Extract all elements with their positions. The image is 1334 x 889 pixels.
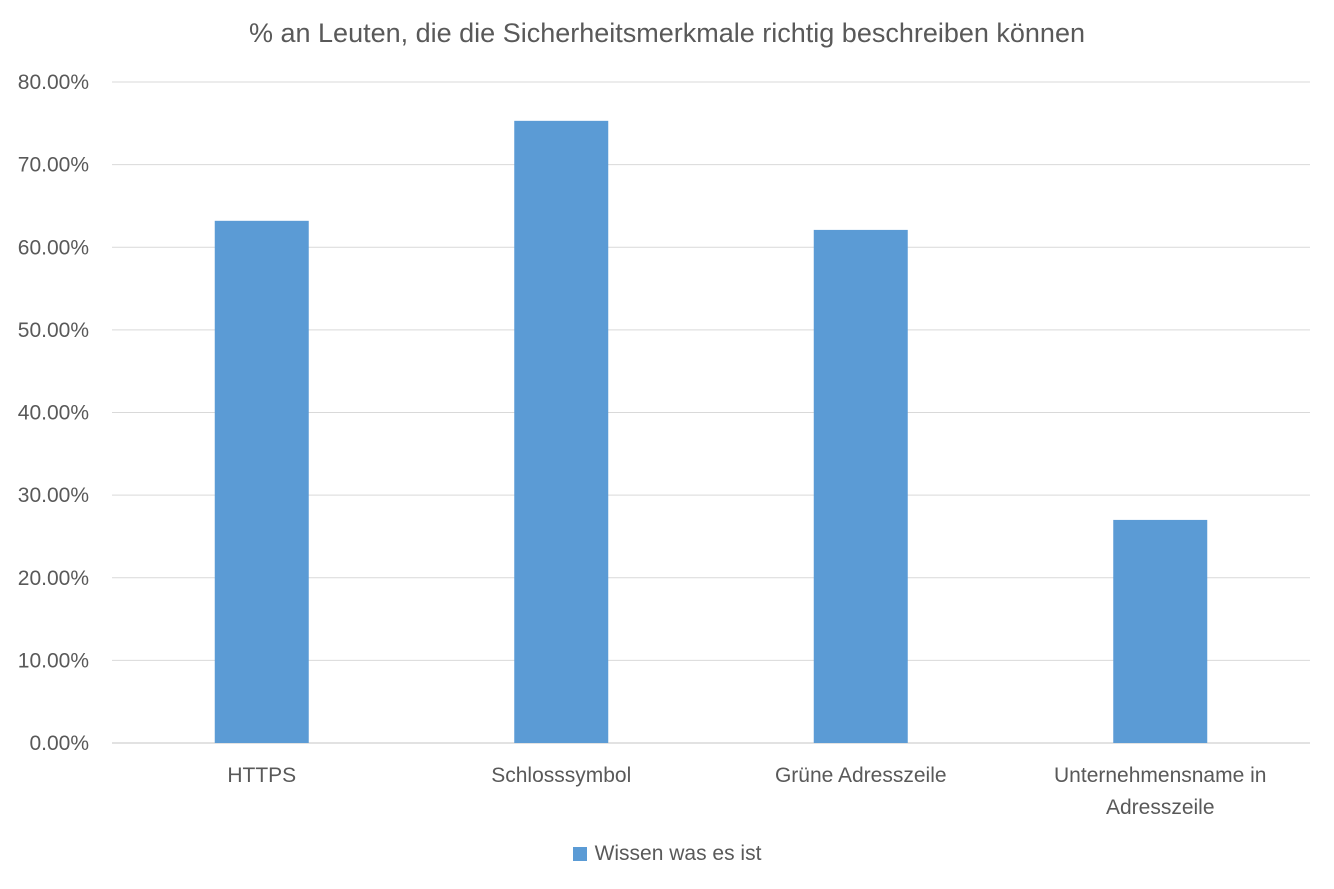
y-tick-label: 30.00% [18,484,89,507]
x-tick-label: Adresszeile [1106,796,1215,819]
bar [214,220,309,743]
bar [1113,519,1208,743]
x-tick-label: Unternehmensname in [1054,764,1266,787]
bar [813,229,908,743]
y-tick-label: 70.00% [18,154,89,177]
y-tick-label: 40.00% [18,402,89,425]
y-tick-label: 80.00% [18,71,89,94]
y-tick-label: 20.00% [18,567,89,590]
legend-swatch [572,847,587,861]
x-tick-label: Schlosssymbol [491,764,631,787]
chart-title: % an Leuten, die die Sicherheitsmerkmale… [249,18,1085,48]
y-tick-label: 0.00% [29,732,89,755]
x-tick-label: Grüne Adresszeile [775,764,947,787]
x-tick-label: HTTPS [227,764,296,787]
legend: Wissen was es ist [0,842,1334,866]
y-tick-label: 50.00% [18,319,89,342]
y-tick-label: 60.00% [18,236,89,259]
legend-label: Wissen was es ist [594,842,762,865]
y-tick-label: 10.00% [18,649,89,672]
bar [514,120,609,744]
